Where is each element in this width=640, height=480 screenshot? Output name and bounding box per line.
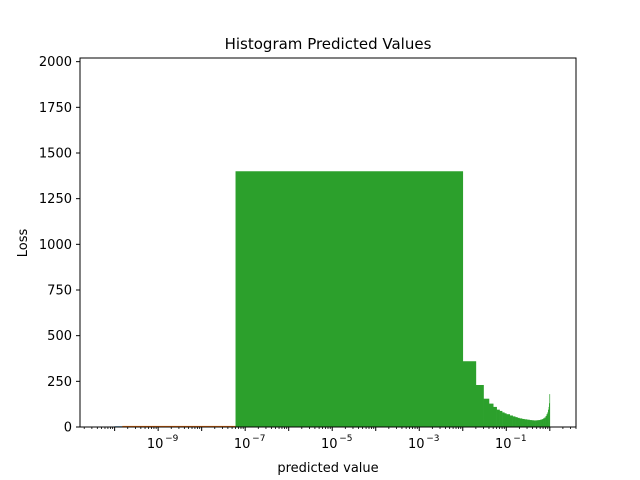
histogram-bar-s3-b18 <box>527 419 530 427</box>
histogram-bar-s3-b33 <box>548 406 550 427</box>
x-tick-label: 10 <box>234 437 251 452</box>
y-tick-label: 2000 <box>39 55 72 70</box>
x-tick-label: 10 <box>321 437 338 452</box>
histogram-bar-s3-b7 <box>499 410 503 427</box>
histogram-bar-s3-b28 <box>544 417 546 427</box>
y-axis-label: Loss <box>16 229 31 258</box>
histogram-bar-s3-b26 <box>541 419 544 427</box>
x-tick-exponent: −3 <box>426 434 439 444</box>
histogram-bar-s3-b22 <box>535 420 537 427</box>
histogram-bar-s3-b17 <box>524 419 528 427</box>
histogram-bar-s3-b21 <box>533 420 536 427</box>
histogram-bar-s3-b5 <box>493 406 497 427</box>
histogram-bar-s3-b19 <box>529 420 532 427</box>
x-tick-exponent: −7 <box>252 434 265 444</box>
x-axis-label: predicted value <box>277 461 378 476</box>
histogram-bar-s3-b1 <box>462 361 477 427</box>
histogram-bar-s3-b30 <box>546 414 548 427</box>
y-tick-label: 1500 <box>39 146 72 161</box>
y-tick-label: 1000 <box>39 238 72 253</box>
chart-title: Histogram Predicted Values <box>225 35 432 53</box>
histogram-bar-s3-b25 <box>540 419 542 427</box>
histogram-bar-s3-b14 <box>517 417 520 427</box>
x-tick-label: 10 <box>408 437 425 452</box>
x-tick-label: 10 <box>147 437 164 452</box>
bars-layer <box>114 171 551 427</box>
y-tick-label: 750 <box>47 283 72 298</box>
x-axis: 10 −9 10 −7 10 −5 10 −3 10 −1 <box>83 427 577 452</box>
histogram-bar-s3-b35 <box>549 394 551 427</box>
x-tick-label: 10 <box>495 437 512 452</box>
histogram-bar-s3-b27 <box>543 418 545 427</box>
y-axis: 0 250 500 750 1000 1250 1500 1750 2000 <box>39 55 80 436</box>
y-tick-label: 1750 <box>39 101 72 116</box>
histogram-bar-s3-b3 <box>483 398 490 427</box>
histogram-bar-s3-b6 <box>496 409 500 427</box>
x-tick-exponent: −5 <box>339 434 352 444</box>
x-tick-exponent: −1 <box>513 434 526 444</box>
y-tick-label: 1250 <box>39 192 72 207</box>
x-tick-exponent: −9 <box>165 434 179 444</box>
histogram-bar-s3-b24 <box>538 420 541 427</box>
histogram-bar-s3-b12 <box>512 416 516 427</box>
histogram-bar-s3-b31 <box>547 412 549 427</box>
histogram-bar-s3-b2 <box>475 384 484 427</box>
histogram-bar-s3-b8 <box>502 412 505 427</box>
histogram-bar-s3-b13 <box>515 417 518 427</box>
histogram-bar-s3-b11 <box>509 415 513 427</box>
y-tick-label: 250 <box>47 375 72 390</box>
histogram-bar-s3-b20 <box>531 420 534 427</box>
y-tick-label: 0 <box>64 421 72 436</box>
histogram-bar-s3-b29 <box>545 416 547 427</box>
histogram-bar-s3-b34 <box>549 403 550 427</box>
histogram-bar-s3-b4 <box>488 403 494 427</box>
histogram-bar-s3-b0 <box>235 171 464 427</box>
histogram-bar-s3-b15 <box>519 418 523 427</box>
y-tick-label: 500 <box>47 329 72 344</box>
histogram-bar-s3-b16 <box>522 418 525 427</box>
histogram-bar-s3-b23 <box>536 420 539 427</box>
histogram-bar-s3-b10 <box>506 414 511 427</box>
histogram-bar-s3-b9 <box>504 413 507 427</box>
histogram-bar-s3-b32 <box>548 409 549 427</box>
